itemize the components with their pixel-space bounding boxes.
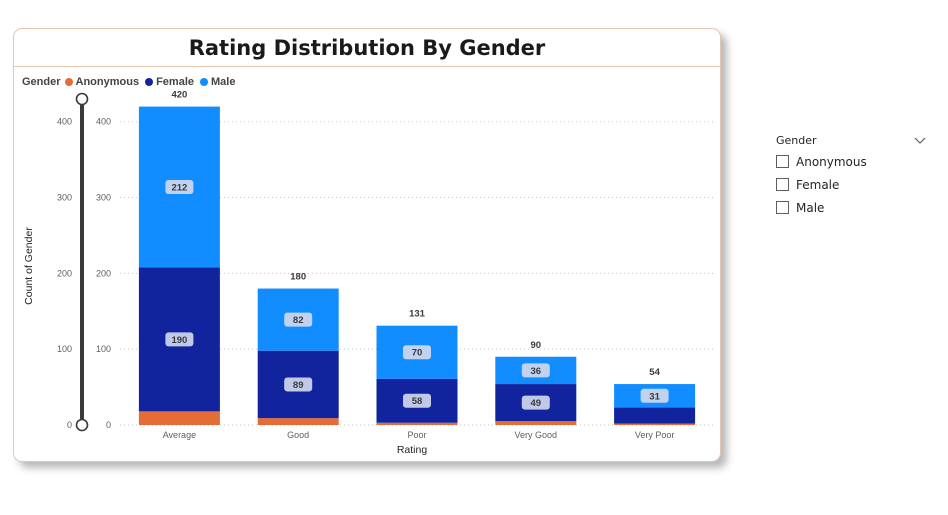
total-label: 90 (531, 340, 542, 351)
slicer-option-label: Female (796, 177, 840, 192)
data-label-bg (521, 363, 550, 378)
legend-item-male[interactable]: Male (200, 76, 235, 88)
bar-segment-anonymous[interactable] (138, 411, 220, 425)
slicer-option-male[interactable]: Male (776, 196, 926, 219)
legend-label-male: Male (211, 76, 236, 88)
data-label: 31 (649, 391, 660, 402)
slicer-option-female[interactable]: Female (776, 173, 926, 196)
data-label-bg (521, 395, 550, 410)
total-label: 54 (649, 367, 660, 378)
legend-item-female[interactable]: Female (145, 76, 194, 88)
y-tick-label-outer: 100 (57, 344, 72, 354)
x-tick-label: Average (163, 430, 196, 440)
legend-dot-male (200, 78, 208, 86)
chart-legend: Gender Anonymous Female Male (22, 76, 237, 88)
x-axis-title: Rating (397, 444, 428, 456)
bar-segment-anonymous[interactable] (495, 421, 577, 425)
data-label: 49 (531, 398, 542, 409)
x-tick-label: Good (287, 430, 309, 440)
legend-label-female: Female (156, 76, 194, 88)
y-tick-label: 200 (96, 268, 111, 278)
y-tick-label-outer: 0 (67, 420, 72, 430)
checkbox-female[interactable] (776, 178, 789, 191)
x-tick-label: Poor (407, 430, 426, 440)
bar-segment-female[interactable] (614, 407, 696, 424)
y-tick-label: 100 (96, 344, 111, 354)
data-label-bg (403, 393, 431, 408)
y-tick-label-outer: 200 (57, 268, 72, 278)
slicer-title: Gender (776, 133, 817, 147)
total-label: 131 (409, 309, 426, 320)
legend-label-anonymous: Anonymous (75, 76, 140, 88)
slicer-option-anonymous[interactable]: Anonymous (776, 150, 926, 173)
chevron-down-icon[interactable] (914, 134, 926, 146)
legend-dot-female (145, 78, 154, 86)
bar-segment-anonymous[interactable] (376, 422, 458, 425)
data-label: 212 (171, 182, 187, 193)
y-axis-title: Count of Gender (23, 227, 35, 305)
data-label: 36 (531, 366, 542, 377)
legend-item-anonymous[interactable]: Anonymous (64, 76, 140, 88)
x-tick-label: Very Good (515, 430, 558, 440)
stacked-bar-chart: 0 0 100 100 200 200 300 300 400 400 Count of Gende… (23, 90, 714, 456)
chart-title: Rating Distribution By Gender (14, 29, 720, 67)
data-label: 89 (293, 380, 304, 391)
checkbox-male[interactable] (776, 201, 789, 214)
legend-dot-anonymous (64, 78, 73, 86)
y-tick-label-outer: 400 (57, 117, 72, 127)
chart-card: Rating Distribution By Gender Gender Ano… (13, 28, 721, 462)
data-label-bg (284, 377, 313, 392)
data-label: 82 (293, 315, 304, 326)
gender-slicer: Gender Anonymous Female Male (776, 130, 926, 219)
slicer-header[interactable]: Gender (776, 130, 926, 150)
data-label: 190 (171, 335, 187, 346)
bar-segment-anonymous[interactable] (257, 418, 339, 425)
total-label: 180 (290, 272, 306, 283)
data-label: 58 (412, 396, 423, 407)
y-tick-label-outer: 300 (57, 193, 72, 203)
total-label: 420 (171, 90, 187, 101)
data-label-bg (640, 388, 669, 403)
zoom-slider-handle-top[interactable] (75, 92, 89, 106)
data-label: 70 (412, 348, 423, 359)
slicer-option-label: Anonymous (796, 154, 867, 169)
data-label-bg (165, 179, 194, 194)
data-label-bg (165, 332, 194, 347)
y-tick-label: 300 (96, 193, 111, 203)
y-tick-label: 400 (96, 117, 111, 127)
slicer-option-label: Male (796, 200, 825, 215)
checkbox-anonymous[interactable] (776, 155, 789, 168)
data-label-bg (284, 312, 313, 327)
x-tick-label: Very Poor (635, 430, 675, 440)
bar-segment-anonymous[interactable] (614, 423, 696, 425)
y-tick-label: 0 (106, 420, 111, 430)
zoom-slider-handle-bottom[interactable] (75, 418, 89, 432)
legend-title: Gender (22, 76, 61, 88)
data-label-bg (403, 345, 431, 360)
